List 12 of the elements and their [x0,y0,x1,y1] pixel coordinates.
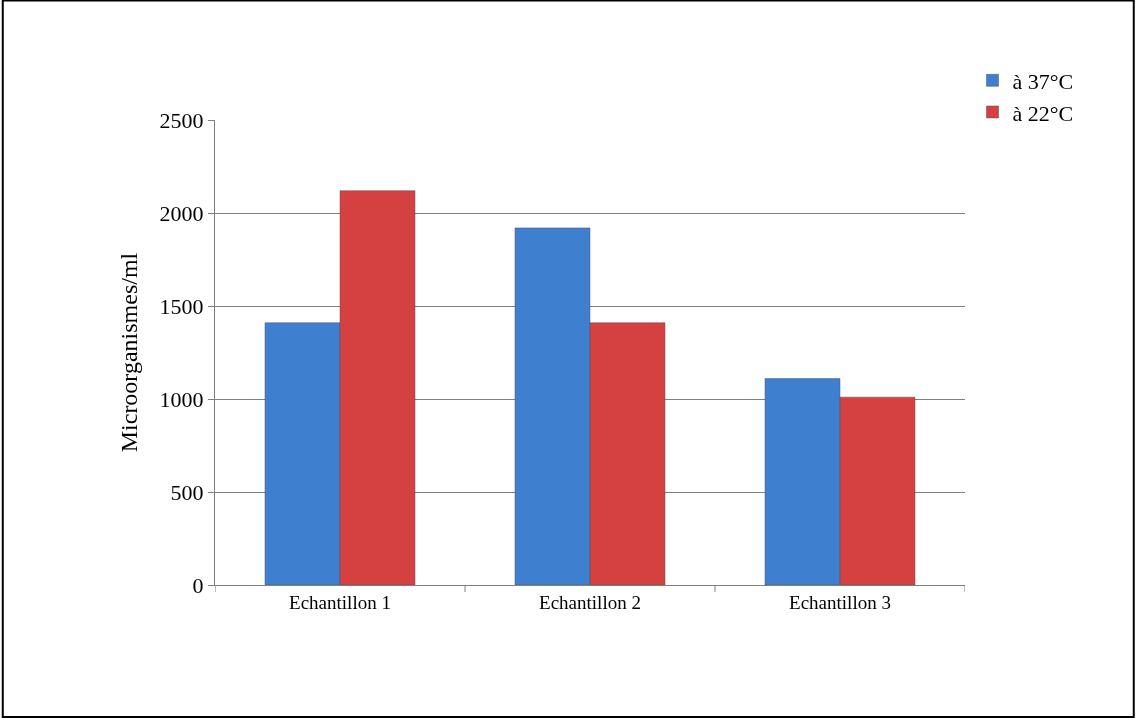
x-tick-label: Echantillon 2 [539,591,641,613]
y-tick-label: 2500 [159,107,204,133]
x-tick-label: Echantillon 3 [789,591,891,613]
y-tick-label: 1500 [159,293,204,319]
y-axis-title: Microorganismes/ml [115,252,142,453]
y-tick-label: 0 [192,572,204,598]
y-tick-label: 500 [170,479,204,505]
x-tick-label: Echantillon 1 [289,591,391,613]
y-tick-label: 1000 [159,386,204,412]
y-tick-label: 2000 [159,200,204,226]
legend-label: à 22°C [1012,100,1074,126]
legend-label: à 37°C [1012,68,1074,94]
